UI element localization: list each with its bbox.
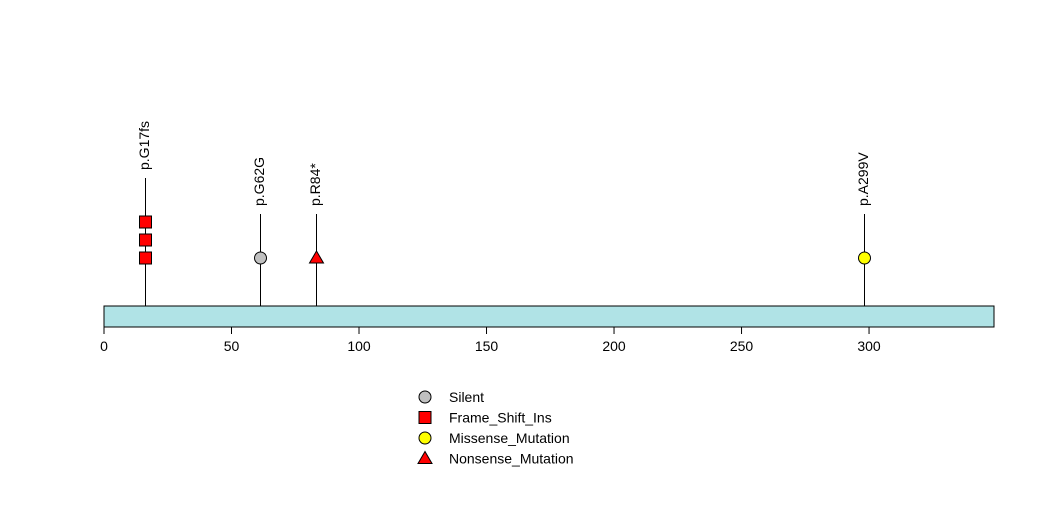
protein-bar [103, 305, 995, 328]
x-tick-label: 50 [224, 338, 240, 354]
mutation-labels: p.G17fs p.G62G p.R84* p.A299V [136, 121, 871, 206]
mutation-marker [254, 251, 267, 265]
x-tick-label: 100 [347, 338, 371, 354]
mutation-label: p.R84* [307, 163, 323, 206]
x-tick-label: 300 [857, 338, 881, 354]
mutation-marker [139, 215, 152, 229]
x-tick-label: 0 [100, 338, 108, 354]
mutation-label: p.G17fs [136, 121, 152, 170]
x-tick-label: 200 [602, 338, 626, 354]
legend: Silent Frame_Shift_Ins Missense_Mutation No… [417, 389, 574, 467]
x-axis: 0 50 100 150 200 250 300 [100, 326, 881, 354]
mutation-marker [308, 250, 325, 264]
legend-label: Frame_Shift_Ins [449, 410, 552, 426]
markers-layer [139, 215, 871, 265]
mutation-marker [139, 233, 152, 247]
legend-label: Missense_Mutation [449, 430, 570, 446]
legend-marker [417, 450, 433, 464]
mutation-label: p.A299V [855, 152, 871, 206]
legend-marker [418, 431, 432, 445]
legend-marker [418, 411, 432, 424]
legend-marker [418, 390, 432, 404]
legend-label: Nonsense_Mutation [449, 451, 574, 467]
mutation-marker [858, 251, 871, 265]
mutation-marker [139, 251, 152, 265]
mutation-label: p.G62G [251, 157, 267, 206]
legend-label: Silent [449, 389, 484, 405]
x-tick-label: 250 [730, 338, 754, 354]
x-tick-label: 150 [475, 338, 499, 354]
